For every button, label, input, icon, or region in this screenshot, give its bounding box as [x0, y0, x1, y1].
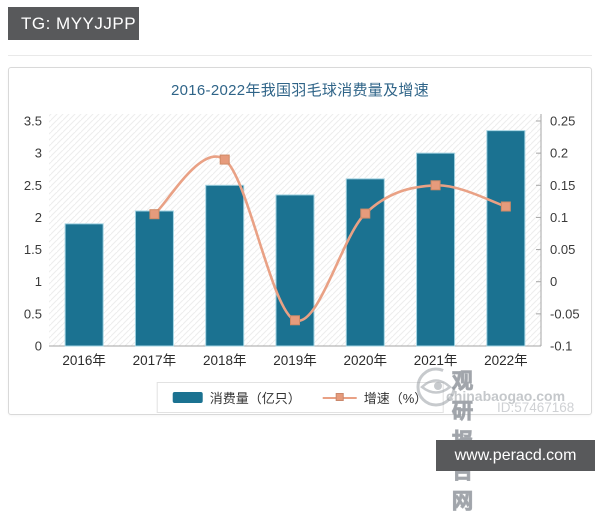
right-axis-tick-label: -0.05: [550, 306, 580, 321]
right-axis-tick-label: 0.2: [550, 146, 568, 161]
right-axis-tick-label: 0.1: [550, 210, 568, 225]
growth-marker-2021: [430, 180, 441, 191]
growth-marker-2018: [219, 154, 230, 165]
chart-canvas: 0 0.5 1 1.5 2 2.5 3 3.5 -0.1 -0.05 0 0.05 0.1 0.15 0.2…: [24, 114, 580, 369]
bar-2022: [486, 130, 526, 347]
bar-swatch-icon: [172, 392, 203, 403]
x-axis-label-2022: 2022年: [484, 353, 528, 368]
legend-label-consumption: 消费量（亿只）: [209, 391, 301, 406]
bar-2018: [205, 184, 245, 347]
x-axis-label-2021: 2021年: [414, 353, 458, 368]
x-axis-label-2018: 2018年: [203, 353, 247, 368]
growth-marker-2022: [500, 201, 511, 212]
left-axis-tick-label: 0.5: [24, 306, 42, 321]
tg-watermark-badge: TG: MYYJJPP: [8, 7, 139, 40]
right-axis-tick-label: 0.15: [550, 178, 575, 193]
chart-legend: 消费量（亿只） 增速（%）: [156, 382, 444, 413]
left-axis-tick-label: 3.5: [24, 114, 42, 129]
line-swatch-icon: [322, 392, 357, 403]
left-axis-tick-label: 0: [35, 339, 42, 354]
right-axis-tick-label: 0.05: [550, 242, 575, 257]
left-axis-tick-label: 2.5: [24, 178, 42, 193]
page-divider: [8, 55, 592, 56]
x-axis-label-2016: 2016年: [62, 353, 106, 368]
chart-card: 2016-2022年我国羽毛球消费量及增速 0 0.5 1 1.5 2 2.5 3 3.5 -0…: [8, 67, 592, 415]
left-axis-tick-label: 2: [35, 210, 42, 225]
right-axis-tick-label: 0.25: [550, 114, 575, 129]
bar-2017: [134, 210, 174, 347]
legend-item-growth: 增速（%）: [322, 388, 428, 407]
bar-2020: [345, 178, 385, 347]
site-url-badge: www.peracd.com: [436, 440, 595, 471]
left-axis-tick-label: 1.5: [24, 242, 42, 257]
bar-2016: [64, 223, 104, 347]
growth-marker-2020: [360, 208, 371, 219]
left-axis-tick-label: 1: [35, 274, 42, 289]
growth-marker-2019: [290, 315, 300, 326]
legend-item-consumption: 消费量（亿只）: [172, 388, 301, 407]
right-axis-tick-label: -0.1: [550, 339, 572, 354]
x-axis-label-2020: 2020年: [344, 353, 388, 368]
legend-label-growth: 增速（%）: [363, 391, 428, 406]
left-axis-tick-label: 3: [35, 146, 42, 161]
right-axis-tick-label: 0: [550, 274, 557, 289]
growth-marker-2017: [149, 209, 160, 220]
chart-title: 2016-2022年我国羽毛球消费量及增速: [170, 82, 430, 99]
x-axis-label-2017: 2017年: [133, 353, 177, 368]
x-axis-label-2019: 2019年: [273, 353, 317, 368]
